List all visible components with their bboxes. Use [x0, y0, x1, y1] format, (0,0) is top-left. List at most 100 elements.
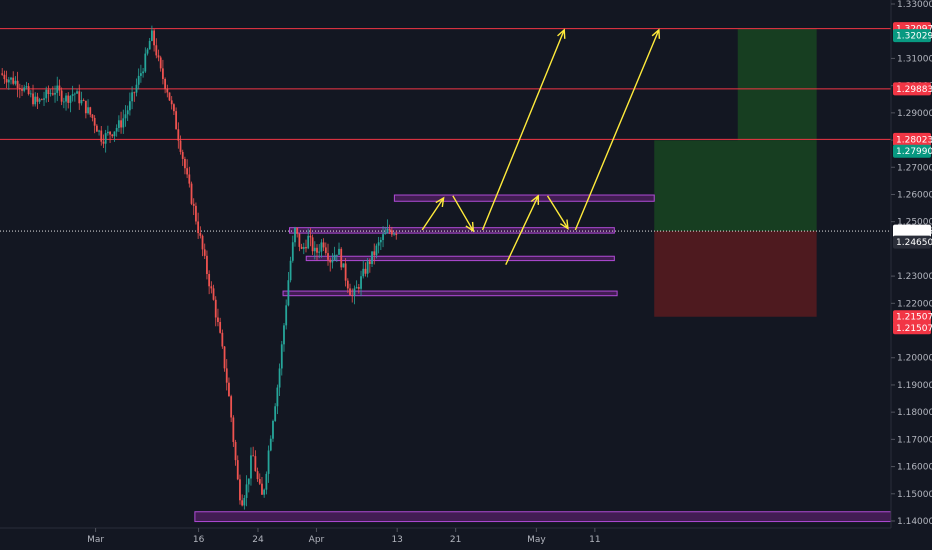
candle-body-32 [69, 95, 72, 103]
candle-body-105 [230, 396, 233, 418]
candle-body-140 [307, 235, 310, 249]
candle-body-101 [221, 332, 224, 347]
candle-body-69 [150, 30, 153, 41]
candle-body-55 [120, 120, 122, 128]
candle-body-41 [89, 107, 92, 115]
candle-body-147 [322, 242, 325, 248]
candle-body-163 [357, 287, 360, 289]
time-axis[interactable]: Mar 16 24 Apr 13 21 May 11 [87, 528, 601, 545]
price-badge-label-7: 1.21507 [896, 313, 932, 323]
y-tick-label-11: 1.19000 [897, 381, 932, 391]
y-tick-label-13: 1.17000 [897, 435, 932, 445]
candle-body-25 [54, 92, 56, 95]
candle-body-170 [373, 251, 376, 256]
candle-body-159 [349, 288, 351, 296]
y-tick-label-9: 1.22000 [897, 299, 932, 309]
candle-body-73 [159, 57, 162, 69]
candle-body-49 [106, 131, 109, 134]
zone-4 [194, 511, 892, 523]
price-badge-label-5: 1.24655 [896, 227, 932, 237]
candle-body-87 [190, 183, 193, 204]
x-tick-label-0: Mar [87, 535, 104, 545]
candle-body-62 [135, 84, 138, 93]
zone-1 [289, 227, 615, 234]
candle-body-13 [27, 86, 30, 95]
candle-body-117 [256, 471, 259, 480]
candle-body-37 [80, 99, 83, 104]
arrow-line-3 [505, 195, 539, 265]
x-tick-label-5: 21 [450, 535, 461, 545]
candle-body-127 [278, 368, 281, 388]
price-badge-8 [893, 321, 931, 335]
candle-body-26 [56, 85, 59, 93]
candle-body-116 [254, 456, 257, 472]
candle-body-50 [109, 131, 111, 135]
candle-body-158 [346, 280, 349, 289]
arrow-head-1 [465, 221, 475, 233]
candle-body-143 [313, 247, 316, 252]
zone-2 [305, 255, 615, 262]
y-tick-label-7: 1.25000 [897, 218, 932, 228]
candle-body-167 [366, 261, 369, 274]
candle-body-92 [201, 235, 204, 250]
candle-body-173 [379, 239, 382, 243]
candle-body-103 [225, 368, 228, 383]
x-tick-label-6: May [527, 535, 546, 545]
candle-body-53 [115, 127, 118, 132]
price-badge-label-2: 1.29883 [896, 85, 932, 95]
candle-body-88 [192, 203, 195, 206]
price-badge-label-1: 1.32029 [896, 32, 932, 42]
candle-body-171 [375, 245, 378, 256]
candle-body-64 [139, 73, 142, 76]
arrow-head-0 [435, 196, 445, 208]
candle-body-109 [239, 479, 241, 501]
candle-body-162 [355, 287, 358, 289]
candle-body-106 [232, 417, 235, 442]
candle-body-168 [368, 261, 371, 264]
candle-body-20 [43, 98, 45, 100]
candle-body-68 [148, 40, 151, 50]
candle-body-24 [51, 93, 54, 95]
candle-body-23 [49, 93, 52, 95]
position-boxes [654, 28, 817, 317]
y-tick-label-6: 1.26000 [897, 190, 932, 200]
candle-body-135 [296, 227, 299, 234]
y-tick-label-10: 1.20000 [897, 354, 932, 364]
candle-body-71 [155, 45, 158, 56]
candle-body-3 [5, 79, 8, 83]
candle-body-9 [18, 88, 21, 90]
candle-body-21 [45, 89, 48, 99]
candle-body-137 [300, 246, 303, 249]
candle-body-35 [76, 91, 78, 94]
price-badge-label-4: 1.27990 [896, 147, 932, 157]
candle-body-141 [309, 235, 312, 238]
candle-body-175 [384, 232, 387, 235]
candle-body-78 [170, 100, 173, 105]
candle-body-115 [252, 455, 255, 457]
price-axis[interactable]: 1.330001.310001.300001.290001.280001.270… [891, 0, 932, 527]
candle-body-123 [269, 438, 272, 451]
candle-body-30 [65, 95, 67, 102]
candle-body-43 [93, 117, 96, 126]
candle-body-22 [47, 89, 50, 95]
candle-body-157 [344, 263, 347, 281]
candle-body-146 [320, 242, 323, 252]
candle-body-149 [327, 253, 329, 260]
price-badge-label-8: 1.21507 [896, 324, 932, 334]
candle-body-11 [23, 87, 26, 91]
arrow-line-0 [421, 197, 445, 231]
y-tick-label-8: 1.23000 [897, 272, 932, 282]
price-series [1, 25, 398, 510]
position-box-0 [737, 28, 817, 141]
candle-body-57 [124, 114, 127, 119]
arrow-line-2 [481, 29, 565, 231]
candle-body-83 [181, 151, 184, 159]
arrow-line-4 [546, 195, 569, 229]
price-badge-3 [893, 132, 931, 146]
candle-body-107 [234, 441, 237, 461]
candle-body-142 [311, 237, 314, 252]
candle-body-2 [3, 74, 6, 80]
candle-body-122 [267, 450, 270, 474]
candle-body-46 [100, 130, 103, 142]
